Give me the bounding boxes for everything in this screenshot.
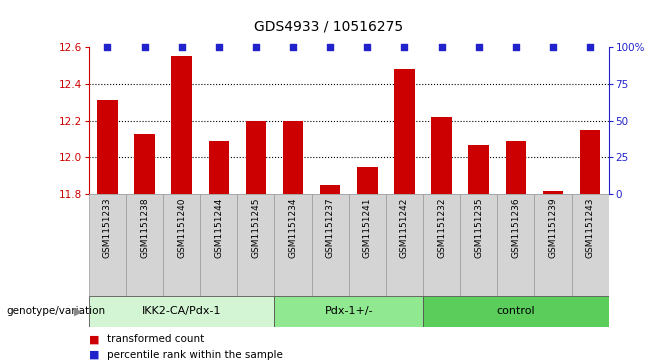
Bar (312, 194, 349, 296)
Bar (468, 144, 489, 194)
Text: transformed count: transformed count (107, 334, 205, 344)
Text: ▶: ▶ (74, 306, 82, 316)
Point (585, 44, 595, 50)
Point (325, 44, 336, 50)
Text: GSM1151242: GSM1151242 (400, 197, 409, 258)
Bar (163, 194, 200, 296)
Point (362, 44, 372, 50)
Text: GSM1151232: GSM1151232 (437, 197, 446, 258)
Bar (432, 117, 452, 194)
Bar (238, 194, 274, 296)
Text: GSM1151237: GSM1151237 (326, 197, 335, 258)
Point (251, 44, 261, 50)
Point (511, 44, 521, 50)
Text: control: control (497, 306, 535, 316)
Bar (497, 194, 534, 296)
Bar (386, 194, 423, 296)
Point (102, 44, 113, 50)
Point (139, 44, 150, 50)
Text: GSM1151241: GSM1151241 (363, 197, 372, 258)
Text: GSM1151245: GSM1151245 (251, 197, 261, 258)
Bar (89, 194, 126, 296)
Text: GSM1151236: GSM1151236 (511, 197, 520, 258)
Bar (320, 185, 340, 194)
Bar (126, 194, 163, 296)
Bar (460, 194, 497, 296)
Bar (534, 194, 572, 296)
Text: GDS4933 / 10516275: GDS4933 / 10516275 (255, 20, 403, 34)
Point (176, 44, 187, 50)
Text: GSM1151234: GSM1151234 (289, 197, 297, 258)
Text: GSM1151240: GSM1151240 (177, 197, 186, 258)
Text: GSM1151243: GSM1151243 (586, 197, 595, 258)
Bar (274, 296, 423, 327)
Text: Pdx-1+/-: Pdx-1+/- (324, 306, 373, 316)
Text: ■: ■ (89, 334, 99, 344)
Bar (357, 167, 378, 194)
Bar (134, 134, 155, 194)
Text: genotype/variation: genotype/variation (7, 306, 106, 316)
Bar (245, 121, 266, 194)
Text: percentile rank within the sample: percentile rank within the sample (107, 350, 283, 360)
Text: GSM1151239: GSM1151239 (549, 197, 557, 258)
Bar (200, 194, 238, 296)
Bar (580, 130, 600, 194)
Bar (283, 121, 303, 194)
Bar (274, 194, 312, 296)
Text: ■: ■ (89, 350, 99, 360)
Text: GSM1151238: GSM1151238 (140, 197, 149, 258)
Text: IKK2-CA/Pdx-1: IKK2-CA/Pdx-1 (142, 306, 221, 316)
Point (288, 44, 298, 50)
Point (436, 44, 447, 50)
Bar (89, 296, 274, 327)
Bar (505, 141, 526, 194)
Bar (572, 194, 609, 296)
Text: GSM1151233: GSM1151233 (103, 197, 112, 258)
Bar (209, 141, 229, 194)
Point (547, 44, 558, 50)
Bar (423, 296, 609, 327)
Point (399, 44, 410, 50)
Point (473, 44, 484, 50)
Bar (543, 191, 563, 194)
Bar (97, 101, 118, 194)
Text: GSM1151235: GSM1151235 (474, 197, 483, 258)
Bar (172, 56, 192, 194)
Bar (423, 194, 460, 296)
Point (213, 44, 224, 50)
Bar (349, 194, 386, 296)
Text: GSM1151244: GSM1151244 (215, 197, 223, 258)
Bar (394, 69, 415, 194)
